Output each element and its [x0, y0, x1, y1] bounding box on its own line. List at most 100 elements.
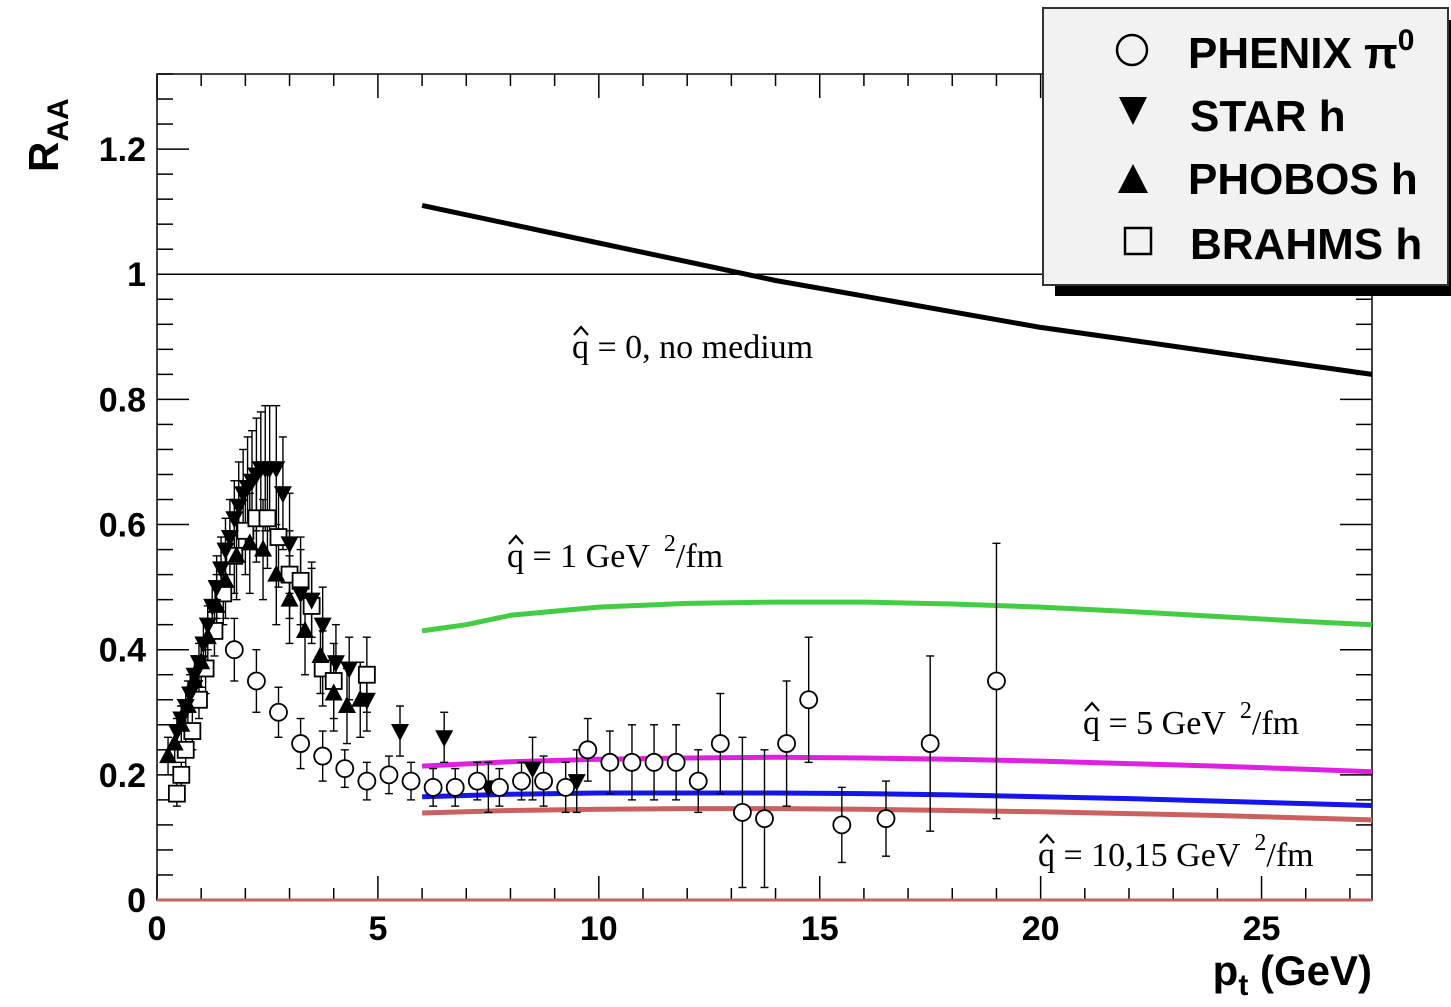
annotation-sup: 2 [664, 531, 676, 557]
legend-marker-circle [1115, 33, 1149, 67]
annotation-text: = 0, no medium [589, 329, 813, 366]
x-axis-title-sub: t [1238, 969, 1248, 1002]
phenix-marker [622, 752, 642, 772]
phenix-marker [379, 765, 399, 785]
q-hat-caret [1039, 833, 1055, 844]
tick-labels: 0 5 10 15 20 25 0 0.2 0.4 0.6 0.8 1 1.2 [99, 131, 1281, 948]
phobos-marker [165, 733, 184, 751]
star-marker [194, 636, 213, 654]
phenix-marker [666, 752, 686, 772]
phenix-marker [467, 771, 487, 791]
annotation-tail: /fm [1266, 837, 1313, 874]
legend-label-phenix-sup: 0 [1398, 24, 1415, 57]
star-marker [340, 661, 359, 679]
phenix-marker [733, 802, 752, 822]
x-tick-label: 25 [1243, 910, 1281, 948]
phenix-marker [920, 734, 940, 753]
legend: PHENIX π0 STAR h PHOBOS h BRAHMS h [1042, 7, 1451, 296]
annotation-q-hat: q [507, 538, 524, 575]
y-tick-label: 0.8 [99, 381, 146, 419]
phenix-marker [799, 690, 819, 710]
y-tick-label: 1 [127, 256, 146, 294]
annotation-ann-q0: q = 0, no medium [572, 329, 813, 366]
phenix-marker [644, 752, 664, 772]
phenix-marker [313, 746, 333, 766]
y-tick-label: 0.6 [99, 507, 146, 545]
y-tick-label: 1.2 [99, 131, 146, 169]
y-axis-title: RAA [20, 98, 75, 172]
data-markers [159, 461, 1006, 835]
x-axis-title-main: p [1213, 947, 1239, 994]
y-tick-label: 0.2 [99, 757, 146, 795]
phenix-marker [556, 777, 576, 797]
legend-label-brahms: BRAHMS h [1190, 220, 1422, 269]
annotation-q-hat: q [1038, 837, 1055, 874]
phobos-marker [240, 533, 259, 551]
phobos-marker [159, 746, 178, 764]
phenix-marker [832, 815, 852, 835]
phenix-marker [600, 752, 620, 772]
phobos-marker [227, 545, 246, 563]
phenix-marker [777, 734, 796, 753]
brahms-marker [167, 784, 186, 803]
phobos-marker [324, 683, 343, 701]
annotation-ann-q5: q = 5 GeV 2/fm [1083, 698, 1299, 742]
star-marker [267, 461, 286, 479]
star-marker [302, 592, 321, 610]
legend-marker-square [1123, 226, 1153, 256]
legend-marker-triangle-down [1119, 97, 1147, 125]
star-marker [291, 586, 310, 604]
annotation-q-hat: q [572, 329, 589, 366]
phenix-marker [987, 671, 1006, 691]
q-hat-caret [1084, 701, 1100, 712]
phobos-marker [337, 696, 356, 714]
model-curve [421, 754, 1373, 775]
star-marker [273, 486, 292, 504]
phenix-marker [401, 771, 421, 791]
model-curves [421, 202, 1373, 823]
q-hat-caret [508, 534, 524, 545]
star-marker [326, 655, 345, 673]
star-marker [280, 536, 299, 554]
y-axis-title-main: R [20, 142, 67, 172]
star-marker [313, 617, 332, 635]
annotation-text: = 5 GeV [1100, 705, 1226, 742]
y-tick-label: 0 [127, 882, 146, 920]
x-tick-label: 15 [801, 910, 839, 948]
model-curve [422, 806, 1373, 823]
x-tick-label: 10 [580, 910, 618, 948]
legend-label-phenix: PHENIX π0 [1188, 24, 1414, 78]
model-curve [421, 599, 1373, 634]
star-marker [203, 598, 222, 616]
phobos-marker [280, 589, 299, 607]
star-marker [212, 561, 231, 579]
annotation-q-hat: q [1083, 705, 1100, 742]
legend-label-phobos: PHOBOS h [1188, 155, 1418, 204]
annotation-ann-q1: q = 1 GeV 2/fm [507, 531, 723, 575]
y-axis-title-sub: AA [42, 98, 75, 141]
phenix-marker [688, 771, 708, 791]
phenix-marker [247, 671, 266, 691]
legend-box [1042, 7, 1449, 286]
star-marker [567, 774, 586, 792]
model-curve [422, 790, 1373, 808]
star-marker [220, 530, 239, 548]
model-curve [421, 202, 1373, 377]
annotation-text: = 10,15 GeV [1055, 837, 1241, 874]
phenix-marker [876, 809, 896, 829]
phenix-marker [335, 759, 355, 778]
x-tick-label: 20 [1022, 910, 1060, 948]
legend-entry-star: STAR h [1119, 92, 1346, 141]
phobos-marker [254, 539, 273, 557]
phenix-marker [755, 809, 774, 829]
star-marker [189, 655, 208, 673]
phobos-marker [296, 620, 315, 638]
x-tick-label: 0 [148, 910, 167, 948]
annotation-sup: 2 [1240, 698, 1252, 724]
phobos-marker [311, 645, 330, 663]
annotation-sup: 2 [1254, 830, 1266, 856]
legend-entry-brahms: BRAHMS h [1123, 220, 1422, 269]
annotation-text: = 1 GeV [524, 538, 650, 575]
annotation-tail: /fm [1252, 705, 1299, 742]
